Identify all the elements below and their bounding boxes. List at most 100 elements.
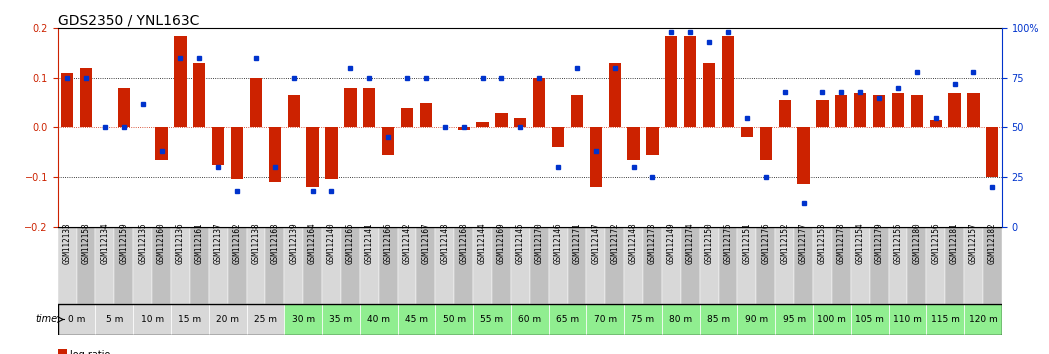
Bar [495, 113, 508, 127]
Bar [306, 127, 319, 187]
Bar [416, 227, 435, 304]
Bar [624, 304, 662, 335]
Text: GSM112142: GSM112142 [403, 222, 411, 264]
Bar [133, 304, 171, 335]
Text: GSM112164: GSM112164 [308, 222, 317, 264]
Text: 30 m: 30 m [292, 315, 315, 324]
Bar [231, 127, 243, 179]
Bar [662, 227, 681, 304]
Bar [171, 304, 209, 335]
Bar [322, 304, 360, 335]
Text: GSM112143: GSM112143 [441, 222, 449, 264]
Bar [398, 304, 435, 335]
Text: GDS2350 / YNL163C: GDS2350 / YNL163C [58, 13, 199, 27]
Bar [873, 95, 885, 127]
Text: 40 m: 40 m [367, 315, 390, 324]
Bar [586, 304, 624, 335]
Text: GSM112173: GSM112173 [648, 222, 657, 264]
Text: GSM112154: GSM112154 [856, 222, 864, 264]
Text: log ratio: log ratio [70, 350, 110, 354]
Bar [911, 95, 923, 127]
Bar [552, 127, 564, 147]
Text: GSM112150: GSM112150 [705, 222, 713, 264]
Text: GSM112136: GSM112136 [176, 222, 185, 264]
Bar [983, 227, 1002, 304]
Text: 60 m: 60 m [518, 315, 541, 324]
Bar [247, 304, 284, 335]
Bar [284, 227, 303, 304]
Text: GSM112180: GSM112180 [913, 222, 921, 264]
Bar [284, 304, 322, 335]
Bar [643, 227, 662, 304]
Text: GSM112149: GSM112149 [667, 222, 676, 264]
Text: 20 m: 20 m [216, 315, 239, 324]
Bar [722, 36, 734, 127]
Bar [228, 227, 247, 304]
Bar [568, 227, 586, 304]
Bar [269, 127, 281, 182]
Text: GSM112146: GSM112146 [554, 222, 562, 264]
Text: 120 m: 120 m [968, 315, 998, 324]
Bar [95, 304, 133, 335]
Bar [662, 304, 700, 335]
Bar [152, 227, 171, 304]
Bar [646, 127, 659, 155]
Bar [929, 120, 942, 127]
Bar [511, 227, 530, 304]
Text: GSM112151: GSM112151 [743, 222, 751, 264]
Text: GSM112139: GSM112139 [290, 222, 298, 264]
Bar [325, 127, 338, 179]
Text: GSM112134: GSM112134 [101, 222, 109, 264]
Text: GSM112144: GSM112144 [478, 222, 487, 264]
Bar [681, 227, 700, 304]
Bar [360, 304, 398, 335]
Text: 70 m: 70 m [594, 315, 617, 324]
Bar [684, 36, 697, 127]
Bar [892, 93, 904, 127]
Bar [835, 95, 848, 127]
Bar [265, 227, 284, 304]
Bar [967, 93, 980, 127]
Bar [775, 227, 794, 304]
Bar [571, 95, 583, 127]
Bar [209, 227, 228, 304]
Bar [964, 227, 983, 304]
Text: 65 m: 65 m [556, 315, 579, 324]
Text: GSM112140: GSM112140 [327, 222, 336, 264]
Text: GSM112155: GSM112155 [894, 222, 902, 264]
Bar [250, 78, 262, 127]
Bar [287, 95, 300, 127]
Text: GSM112135: GSM112135 [138, 222, 147, 264]
Bar [851, 304, 889, 335]
Text: GSM112168: GSM112168 [459, 222, 468, 264]
Text: GSM112145: GSM112145 [516, 222, 524, 264]
Bar [759, 127, 772, 160]
Text: 45 m: 45 m [405, 315, 428, 324]
Text: GSM112148: GSM112148 [629, 222, 638, 264]
Bar [454, 227, 473, 304]
Bar [382, 127, 394, 155]
Bar [77, 227, 95, 304]
Bar [58, 304, 95, 335]
Text: 105 m: 105 m [855, 315, 884, 324]
Bar [133, 227, 152, 304]
Bar [514, 118, 527, 127]
Bar [590, 127, 602, 187]
Bar [114, 227, 133, 304]
Text: GSM112181: GSM112181 [950, 222, 959, 264]
Bar [212, 127, 224, 165]
Text: GSM112153: GSM112153 [818, 222, 827, 264]
Text: GSM112179: GSM112179 [875, 222, 883, 264]
Bar [58, 349, 67, 354]
Bar [797, 127, 810, 184]
Bar [171, 227, 190, 304]
Bar [344, 88, 357, 127]
Text: 90 m: 90 m [745, 315, 768, 324]
Bar [457, 127, 470, 130]
Bar [95, 227, 114, 304]
Text: time: time [36, 314, 58, 325]
Text: 10 m: 10 m [141, 315, 164, 324]
Bar [926, 304, 964, 335]
Bar [778, 100, 791, 127]
Text: GSM112137: GSM112137 [214, 222, 222, 264]
